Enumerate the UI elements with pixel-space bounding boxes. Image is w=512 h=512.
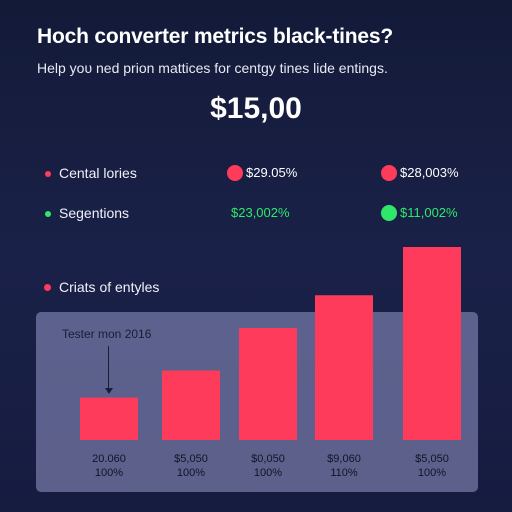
status-dot-icon bbox=[381, 165, 397, 181]
status-dot-icon bbox=[227, 165, 243, 181]
bar-percent-label: 100% bbox=[417, 467, 447, 479]
bar-percent-label: 100% bbox=[94, 467, 124, 479]
page-title: Hoch converter metrics black-tines? bbox=[37, 25, 393, 48]
chart-bar bbox=[162, 370, 220, 440]
bullet-dot-icon bbox=[44, 284, 51, 291]
bar-value-label: $0,050 bbox=[251, 453, 285, 465]
page-subtitle: Help yoυ ned prion mattices for centgy t… bbox=[37, 60, 388, 76]
chart-bar bbox=[239, 328, 297, 440]
chart-bar bbox=[315, 295, 373, 440]
metric-value-secondary: $28,003% bbox=[400, 165, 459, 180]
bar-value-label: 20.060 bbox=[92, 453, 126, 465]
bullet-dot-icon bbox=[45, 211, 51, 217]
bar-category-label: $9,060 110% bbox=[309, 452, 379, 480]
chart-section-label: Criats of entyles bbox=[59, 279, 160, 295]
bar-percent-label: 100% bbox=[176, 467, 206, 479]
annotation-arrow-icon bbox=[105, 388, 113, 394]
status-dot-icon bbox=[381, 205, 397, 221]
bar-category-label: $0,050 100% bbox=[233, 452, 303, 480]
bullet-dot-icon bbox=[45, 171, 51, 177]
metric-value-primary: $29.05% bbox=[246, 165, 298, 180]
metric-label: Segentions bbox=[59, 205, 130, 221]
bar-percent-label: 100% bbox=[253, 467, 283, 479]
bar-category-label: $5,050 100% bbox=[397, 452, 467, 480]
metric-row: Segentions $23,002% $11,002% bbox=[0, 204, 512, 226]
bar-value-label: $9,060 bbox=[327, 453, 361, 465]
chart-annotation: Tester mon 2016 bbox=[62, 327, 152, 341]
bar-value-label: $5,050 bbox=[174, 453, 208, 465]
chart-bar bbox=[80, 397, 138, 440]
annotation-arrow-line bbox=[108, 346, 109, 390]
chart-bar bbox=[403, 247, 461, 440]
bar-percent-label: 110% bbox=[330, 467, 358, 479]
price-display: $15,00 bbox=[210, 92, 302, 125]
metric-row: Cental lories $29.05% $28,003% bbox=[0, 164, 512, 186]
metric-label: Cental lories bbox=[59, 165, 137, 181]
bar-category-label: $5,050 100% bbox=[156, 452, 226, 480]
metric-value-primary: $23,002% bbox=[231, 205, 290, 220]
metric-value-secondary: $11,002% bbox=[400, 205, 458, 220]
bar-category-label: 20.060 100% bbox=[74, 452, 144, 480]
bar-value-label: $5,050 bbox=[415, 453, 449, 465]
